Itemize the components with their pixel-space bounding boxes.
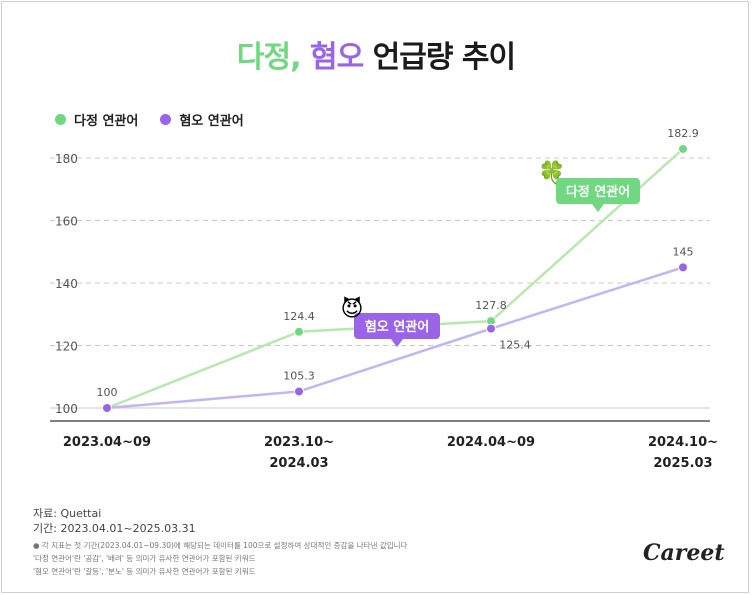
data-point [678,143,688,154]
x-tick-label: 2024.04~09 [447,435,535,450]
title-part-trend: 언급량 추이 [372,40,516,75]
y-tick-label: 180 [55,152,78,166]
x-tick-label: 2023.10~ [264,435,334,450]
y-tick-label: 120 [55,340,78,354]
annotation-emoji: 😈 [341,296,364,322]
x-tick-label: 2024.10~ [648,435,718,450]
annotation-pointer [592,204,604,212]
x-tick-label: 2024.03 [269,456,328,471]
data-point [102,403,112,413]
legend: 다정 연관어 혐오 연관어 [55,110,244,129]
footnote-line: '혐오 연관어'란 '갈등', '분노' 등 의미가 유사한 연관어가 포함된 … [33,567,256,576]
x-tick-label: 2025.03 [653,456,712,471]
data-point [294,386,304,397]
brand-logo: Careet [643,540,725,566]
series-line-1 [106,266,684,410]
title-part-hate: 혐오 [309,40,364,75]
annotation-pointer [391,339,403,347]
annotation-emoji: 🍀 [538,160,565,186]
legend-dot-green [55,114,66,125]
data-label: 105.3 [283,369,315,382]
footnote-line: '다정 연관어'란 '공감', '배려' 등 의미가 유사한 연관어가 포함된 … [33,554,256,563]
data-point [678,262,688,273]
data-label: 127.8 [475,299,507,312]
y-tick-label: 160 [55,215,78,229]
footnote-line: ● 각 지표는 첫 기간(2023.04.01~09.30)에 해당되는 데이터… [33,541,408,550]
x-tick-label: 2023.04~09 [63,435,151,450]
chart-title: 다정, 혐오 언급량 추이 [0,32,752,76]
annotation-label: 혐오 연관어 [365,319,429,335]
source-text: 자료: Quettai [33,507,102,520]
legend-label-hate: 혐오 연관어 [179,114,244,129]
annotation-box [354,313,440,339]
period-text: 기간: 2023.04.01~2025.03.31 [33,522,196,535]
y-tick-label: 100 [55,402,78,416]
source-block: 자료: Quettai 기간: 2023.04.01~2025.03.31 [33,506,196,536]
data-label: 182.9 [667,127,699,140]
title-part-kind: 다정, [236,40,302,75]
data-point [486,323,496,334]
legend-item-kind: 다정 연관어 [55,110,138,129]
data-point [294,326,304,337]
annotation-label: 다정 연관어 [566,184,630,200]
legend-item-hate: 혐오 연관어 [160,110,244,129]
data-label: 100 [97,386,118,399]
annotation-box [556,178,640,204]
legend-dot-purple [160,114,172,125]
legend-label-kind: 다정 연관어 [74,114,139,129]
data-label: 125.4 [499,339,531,352]
data-label: 124.4 [283,310,315,323]
y-tick-label: 140 [55,277,78,291]
data-label: 145 [673,245,694,258]
footnote-block: ● 각 지표는 첫 기간(2023.04.01~09.30)에 해당되는 데이터… [33,539,407,578]
